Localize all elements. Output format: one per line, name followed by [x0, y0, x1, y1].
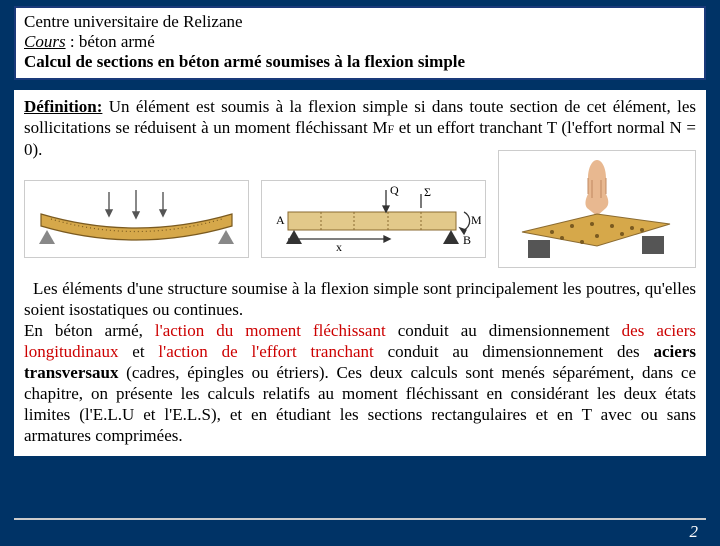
p2b: conduit au dimensionnement: [386, 321, 622, 340]
beam-diagram-svg: A B Q Σ M x: [266, 184, 481, 254]
figures-row: A B Q Σ M x: [24, 170, 696, 268]
figure-beam-diagram: A B Q Σ M x: [261, 180, 486, 258]
main-paragraph: Les éléments d'une structure soumise à l…: [24, 278, 696, 447]
p2d: conduit au dimensionnement des: [374, 342, 654, 361]
figure-beam-curved: [24, 180, 249, 258]
content-box: Définition: Un élément est soumis à la f…: [14, 90, 706, 456]
cours-label: Cours: [24, 32, 66, 51]
p1: Les éléments d'une structure soumise à l…: [24, 279, 696, 319]
label-Q: Q: [390, 184, 399, 197]
p2-red3: l'action de l'effort tranchant: [158, 342, 373, 361]
beam-curved-svg: [29, 184, 244, 254]
page-number: 2: [690, 522, 699, 542]
page-title: Calcul de sections en béton armé soumise…: [24, 52, 696, 72]
label-B: B: [463, 233, 471, 247]
figure-hand-slab: [498, 150, 696, 268]
label-sigma: Σ: [424, 185, 431, 199]
p2e: (cadres, épingles ou étriers). Ces deux …: [24, 363, 696, 445]
label-M: M: [471, 213, 481, 227]
institution-line: Centre universitaire de Relizane: [24, 12, 696, 32]
cours-value: béton armé: [79, 32, 155, 51]
label-A: A: [276, 213, 285, 227]
p2c: et: [118, 342, 158, 361]
cours-line: Cours : béton armé: [24, 32, 696, 52]
label-x: x: [336, 240, 342, 254]
p2a: En béton armé,: [24, 321, 155, 340]
header-box: Centre universitaire de Relizane Cours :…: [14, 6, 706, 80]
p2-red1: l'action du moment fléchissant: [155, 321, 386, 340]
cours-sep: :: [66, 32, 79, 51]
hand-slab-svg: [502, 154, 692, 264]
footer-line: [14, 518, 706, 520]
definition-label: Définition:: [24, 97, 102, 116]
